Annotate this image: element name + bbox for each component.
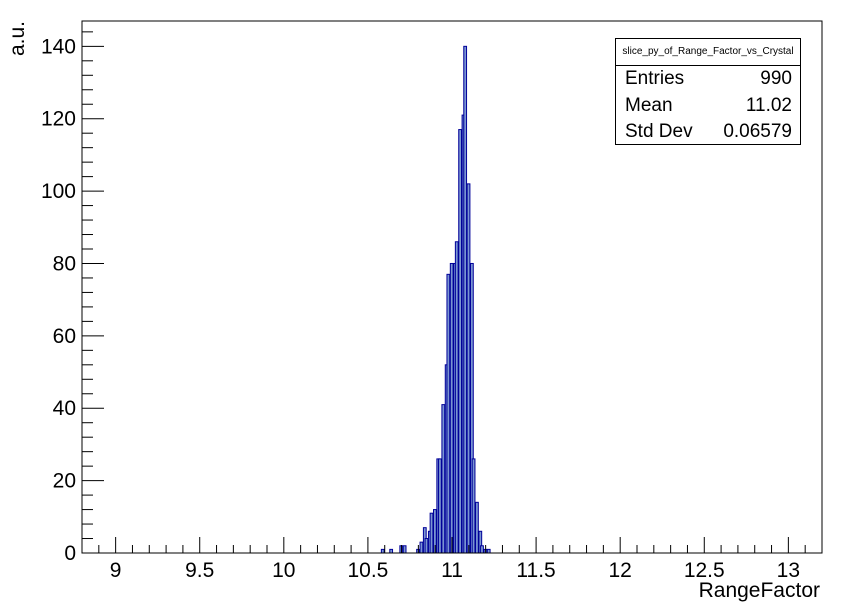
histogram-bar — [471, 458, 476, 554]
histogram-bar — [480, 545, 484, 554]
histogram-bar — [441, 404, 446, 554]
y-tick-label: 120 — [41, 108, 76, 131]
x-tick-label: 10.5 — [347, 559, 388, 582]
stats-entries-value: 990 — [760, 68, 792, 90]
histogram-bar — [466, 183, 471, 554]
y-tick-label: 140 — [41, 35, 76, 58]
stats-mean-value: 11.02 — [745, 94, 792, 116]
histogram-bar — [449, 262, 454, 554]
x-axis-label: RangeFactor — [699, 579, 820, 602]
histogram-bar — [458, 129, 463, 554]
stats-mean-label: Mean — [625, 94, 673, 116]
stats-std-dev-value: 0.06579 — [723, 121, 792, 143]
x-axis: 9 9.5 10 10.5 11 11.5 12 12.5 13 — [81, 537, 823, 582]
x-tick-label: 10 — [272, 559, 295, 582]
histogram-bar — [446, 273, 451, 554]
histogram-bar — [424, 538, 429, 554]
stats-entries-label: Entries — [625, 68, 685, 90]
x-tick-label: 11.5 — [516, 559, 555, 582]
histogram-bar — [454, 241, 459, 554]
x-tick-label: 9.5 — [185, 559, 214, 582]
y-tick-label: 60 — [53, 325, 76, 348]
x-tick-label: 12.5 — [684, 559, 725, 582]
stats-box-title: slice_py_of_Range_Factor_vs_Crystal — [616, 39, 800, 66]
x-tick-label: 9 — [110, 559, 122, 582]
histogram-bar — [486, 548, 491, 554]
histogram-bar — [389, 548, 394, 554]
histogram-bar — [475, 501, 479, 554]
y-tick-label: 20 — [53, 470, 76, 493]
stats-row-std-dev: Std Dev 0.06579 — [616, 119, 800, 146]
x-tick-label: 11 — [441, 559, 463, 582]
x-tick-label: 13 — [777, 559, 800, 582]
y-tick-label: 100 — [41, 180, 76, 203]
histogram-bar — [380, 548, 385, 554]
y-tick-label: 0 — [64, 542, 76, 565]
stats-box: slice_py_of_Range_Factor_vs_Crystal Entr… — [615, 38, 801, 145]
y-tick-label: 80 — [53, 252, 76, 275]
y-axis-label: a.u. — [6, 21, 29, 56]
stats-row-mean: Mean 11.02 — [616, 93, 800, 120]
y-tick-label: 40 — [53, 397, 76, 420]
histogram-bar — [419, 541, 424, 554]
stats-std-dev-label: Std Dev — [625, 121, 693, 143]
histogram-bar — [463, 45, 468, 554]
histogram-bars — [380, 45, 491, 554]
stats-row-entries: Entries 990 — [616, 66, 800, 93]
x-tick-label: 12 — [609, 559, 632, 582]
histogram-bar — [438, 458, 442, 554]
y-axis: 0 20 40 60 80 100 120 140 — [41, 31, 104, 565]
histogram-bar — [429, 512, 434, 554]
histogram-bar — [402, 545, 407, 554]
